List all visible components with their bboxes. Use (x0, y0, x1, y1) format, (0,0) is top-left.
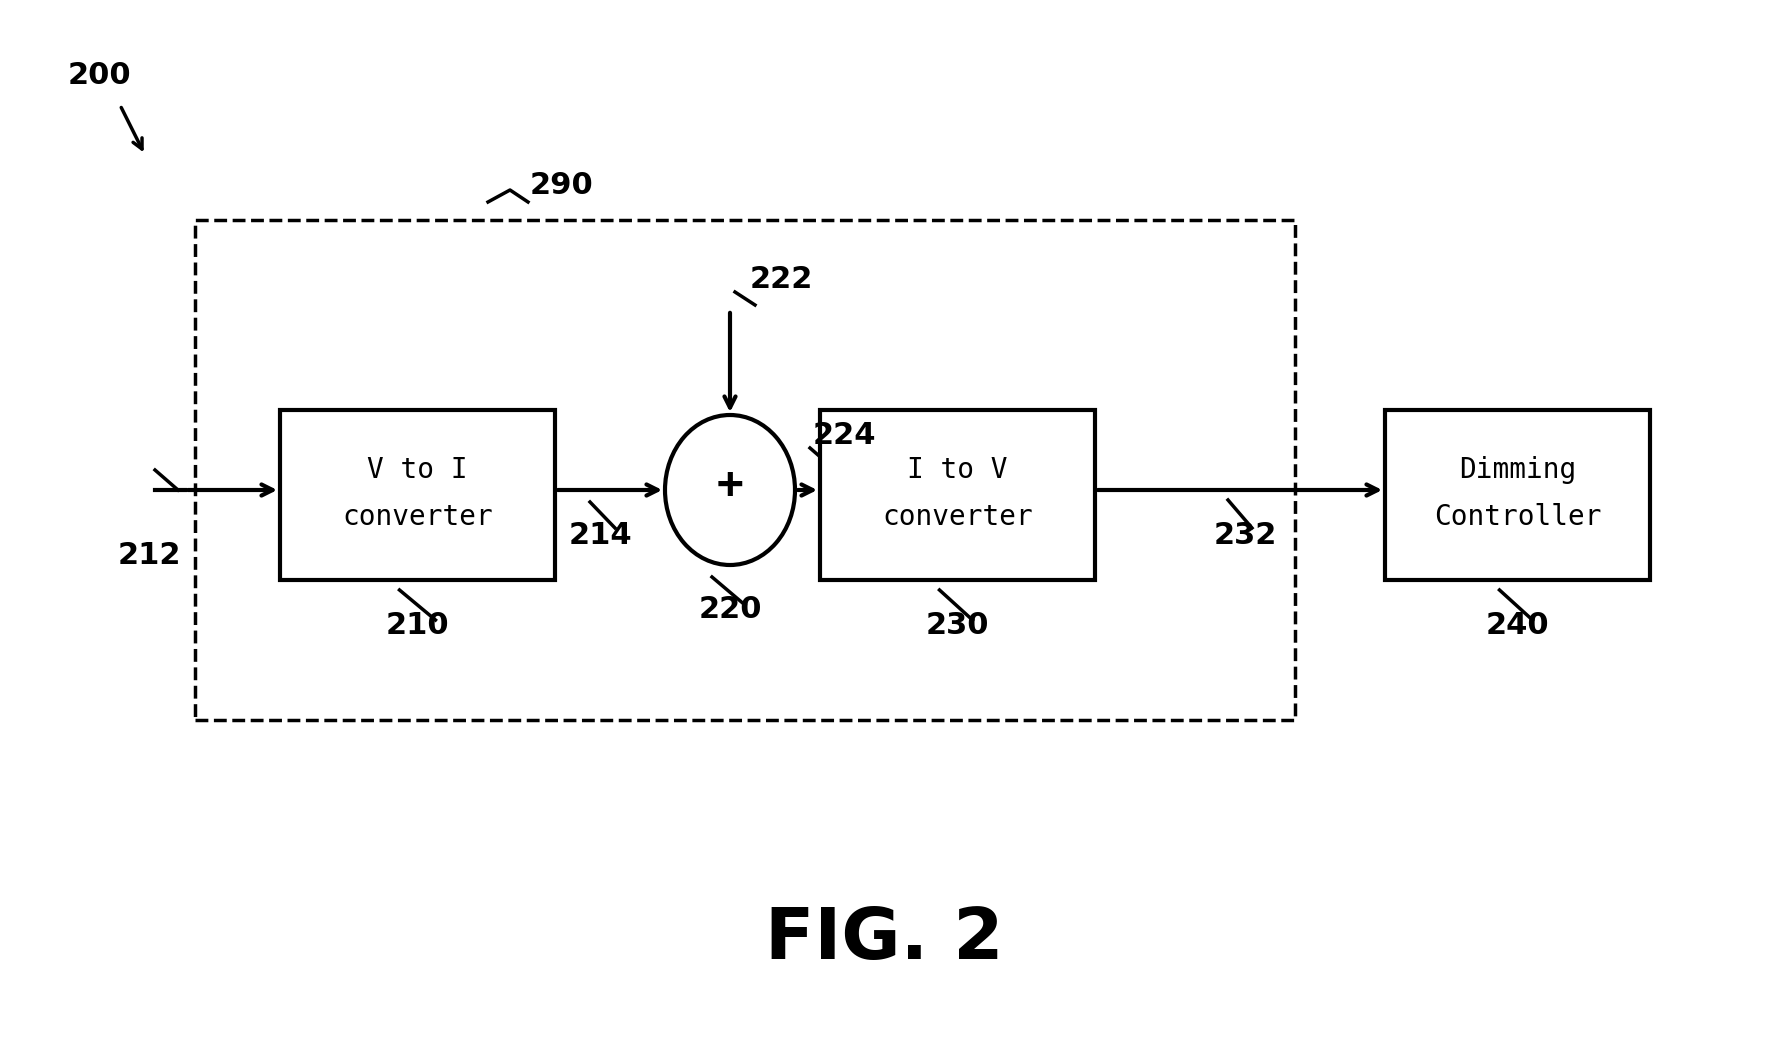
Text: +: + (716, 464, 743, 508)
Bar (195, 220, 1295, 720)
Text: 290: 290 (531, 171, 594, 199)
Text: 214: 214 (568, 520, 632, 549)
Bar (280, 410, 555, 580)
Text: 230: 230 (925, 611, 989, 639)
Bar (1385, 410, 1650, 580)
Text: 200: 200 (67, 60, 131, 89)
Bar (821, 410, 1095, 580)
Text: FIG. 2: FIG. 2 (764, 905, 1003, 974)
Text: converter: converter (341, 504, 494, 531)
Text: 222: 222 (750, 265, 814, 295)
Text: V to I: V to I (368, 456, 467, 484)
Text: 212: 212 (119, 541, 182, 569)
Ellipse shape (665, 416, 794, 565)
Text: I to V: I to V (907, 456, 1008, 484)
Text: converter: converter (883, 504, 1033, 531)
Text: Controller: Controller (1433, 504, 1601, 531)
Text: 224: 224 (814, 421, 876, 449)
Text: Dimming: Dimming (1459, 456, 1576, 484)
Text: 240: 240 (1486, 611, 1550, 639)
Text: 210: 210 (386, 611, 449, 639)
Text: 232: 232 (1214, 520, 1277, 549)
Text: 220: 220 (699, 596, 762, 624)
